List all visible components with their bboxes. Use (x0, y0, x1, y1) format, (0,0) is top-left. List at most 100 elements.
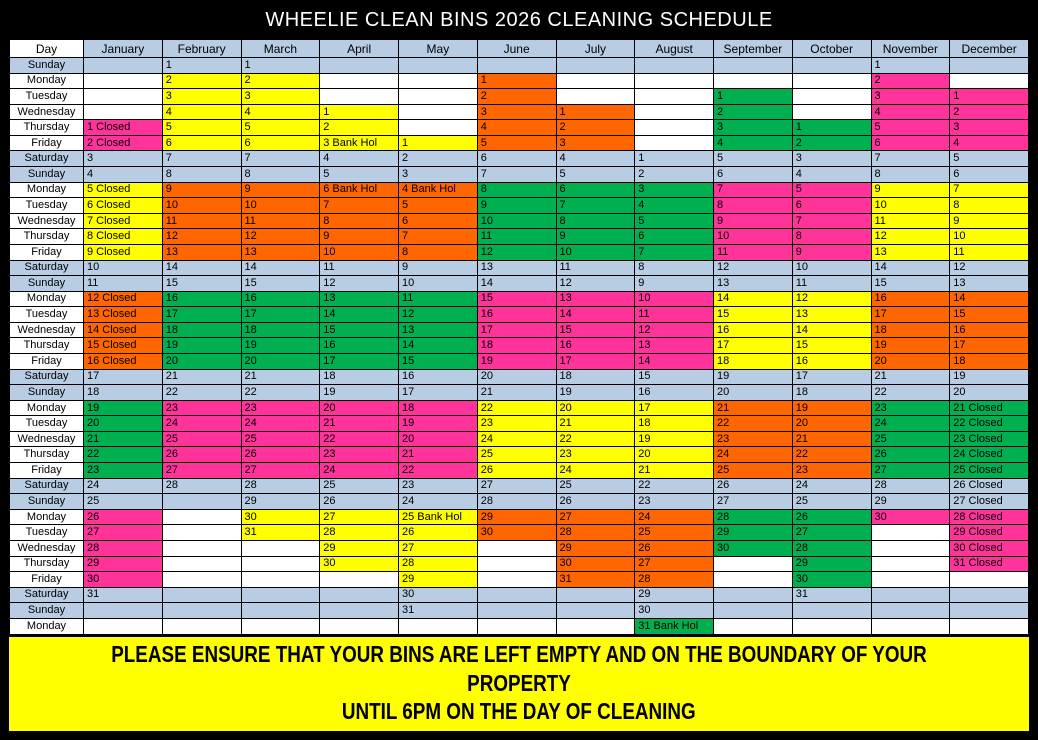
schedule-cell (319, 617, 399, 635)
schedule-cell: 11 (713, 243, 793, 261)
schedule-cell: 3 (161, 88, 242, 105)
schedule-cell: 9 (398, 259, 478, 277)
schedule-cell: 8 (240, 166, 321, 183)
schedule-cell: 23 (240, 399, 321, 417)
schedule-cell: 30 (83, 571, 163, 588)
schedule-cell: 8 (870, 166, 951, 183)
schedule-cell: 31 (791, 586, 872, 604)
schedule-cell: 1 (555, 103, 636, 121)
schedule-cell: 18 (83, 384, 163, 401)
schedule-cell (161, 508, 242, 526)
schedule-cell: 2 (240, 72, 321, 90)
schedule-cell: 19 (161, 337, 242, 354)
schedule-cell: 3 (476, 103, 557, 121)
schedule-cell: 13 (240, 243, 321, 261)
schedule-cell: 6 (713, 166, 793, 183)
schedule-cell: 21 (634, 462, 714, 479)
month-header: December (949, 39, 1029, 58)
schedule-cell: 11 (555, 259, 636, 277)
schedule-cell (476, 617, 557, 635)
weekday-label: Sunday (9, 493, 84, 510)
schedule-cell: 26 (161, 446, 242, 464)
weekday-label: Saturday (9, 259, 84, 277)
schedule-cell: 15 (634, 368, 714, 386)
schedule-cell: 7 (161, 150, 242, 168)
schedule-cell: 20 (870, 352, 951, 370)
weekday-label: Wednesday (9, 539, 84, 557)
schedule-row: Saturday 3 7 7 4 2 6 4 1 5 3 7 5 (9, 150, 1029, 168)
schedule-cell: 9 (949, 212, 1029, 230)
schedule-cell: 24 (476, 430, 557, 448)
weekday-label: Friday (9, 571, 84, 588)
schedule-cell: 25 (83, 493, 163, 510)
schedule-cell: 10 (555, 243, 636, 261)
schedule-cell: 18 (870, 321, 951, 339)
schedule-cell (476, 602, 557, 619)
schedule-cell: 8 (791, 228, 872, 245)
schedule-cell (83, 57, 163, 74)
schedule-cell: 14 (398, 337, 478, 354)
schedule-cell: 1 (949, 88, 1029, 105)
schedule-cell: 29 (83, 555, 163, 573)
schedule-cell: 7 Closed (83, 212, 163, 230)
schedule-cell (713, 571, 793, 588)
schedule-cell: 28 Closed (949, 508, 1029, 526)
schedule-cell: 18 (398, 399, 478, 417)
schedule-cell: 9 (161, 181, 242, 199)
schedule-cell: 30 (870, 508, 951, 526)
schedule-cell: 3 (83, 150, 163, 168)
weekday-label: Sunday (9, 602, 84, 619)
schedule-cell: 20 (791, 415, 872, 432)
schedule-cell: 18 (240, 321, 321, 339)
schedule-cell (398, 88, 478, 105)
schedule-cell: 28 (83, 539, 163, 557)
schedule-cell: 27 (83, 524, 163, 541)
schedule-cell: 11 (476, 228, 557, 245)
schedule-row: Monday 19 23 23 20 18 22 20 17 21 19 23 21 Closed (9, 399, 1029, 417)
schedule-cell: 3 (870, 88, 951, 105)
schedule-cell: 17 (870, 306, 951, 323)
schedule-cell: 20 (634, 446, 714, 464)
schedule-cell: 5 (240, 119, 321, 136)
schedule-cell: 2 (161, 72, 242, 90)
schedule-row: Monday 26 30 27 25 Bank Hol 29 27 24 28 26 30 28 Cl… (9, 508, 1029, 526)
schedule-cell: 20 (398, 430, 478, 448)
schedule-cell: 30 Closed (949, 539, 1029, 557)
schedule-cell: 12 (791, 290, 872, 308)
schedule-cell: 28 (161, 477, 242, 495)
schedule-cell (634, 72, 714, 90)
schedule-cell: 22 (870, 384, 951, 401)
schedule-cell (398, 72, 478, 90)
schedule-cell: 3 (713, 119, 793, 136)
schedule-cell: 12 (555, 275, 636, 292)
schedule-cell: 23 (476, 415, 557, 432)
schedule-cell: 23 (555, 446, 636, 464)
schedule-cell (713, 602, 793, 619)
month-header: October (791, 39, 872, 58)
month-header: November (870, 39, 951, 58)
schedule-table: Day January February March April May June July A… (9, 39, 1029, 635)
schedule-cell: 11 (83, 275, 163, 292)
schedule-cell: 21 (398, 446, 478, 464)
schedule-cell: 5 (949, 150, 1029, 168)
weekday-label: Thursday (9, 228, 84, 245)
schedule-cell: 29 (398, 571, 478, 588)
schedule-cell: 29 (634, 586, 714, 604)
schedule-cell (240, 555, 321, 573)
schedule-cell: 27 (713, 493, 793, 510)
schedule-cell: 2 (319, 119, 399, 136)
schedule-cell: 6 (949, 166, 1029, 183)
schedule-row: Thursday 8 Closed 12 12 9 7 11 9 6 10 8 12 10 (9, 228, 1029, 245)
schedule-cell: 11 (319, 259, 399, 277)
schedule-cell: 16 (870, 290, 951, 308)
schedule-cell: 14 (240, 259, 321, 277)
schedule-cell (319, 571, 399, 588)
schedule-cell: 1 (713, 88, 793, 105)
schedule-cell: 28 (476, 493, 557, 510)
schedule-cell (161, 493, 242, 510)
schedule-cell: 14 (949, 290, 1029, 308)
schedule-cell: 19 (634, 430, 714, 448)
schedule-cell (476, 539, 557, 557)
footer-notice: PLEASE ENSURE THAT YOUR BINS ARE LEFT EM… (9, 634, 1029, 731)
schedule-cell: 26 (791, 508, 872, 526)
